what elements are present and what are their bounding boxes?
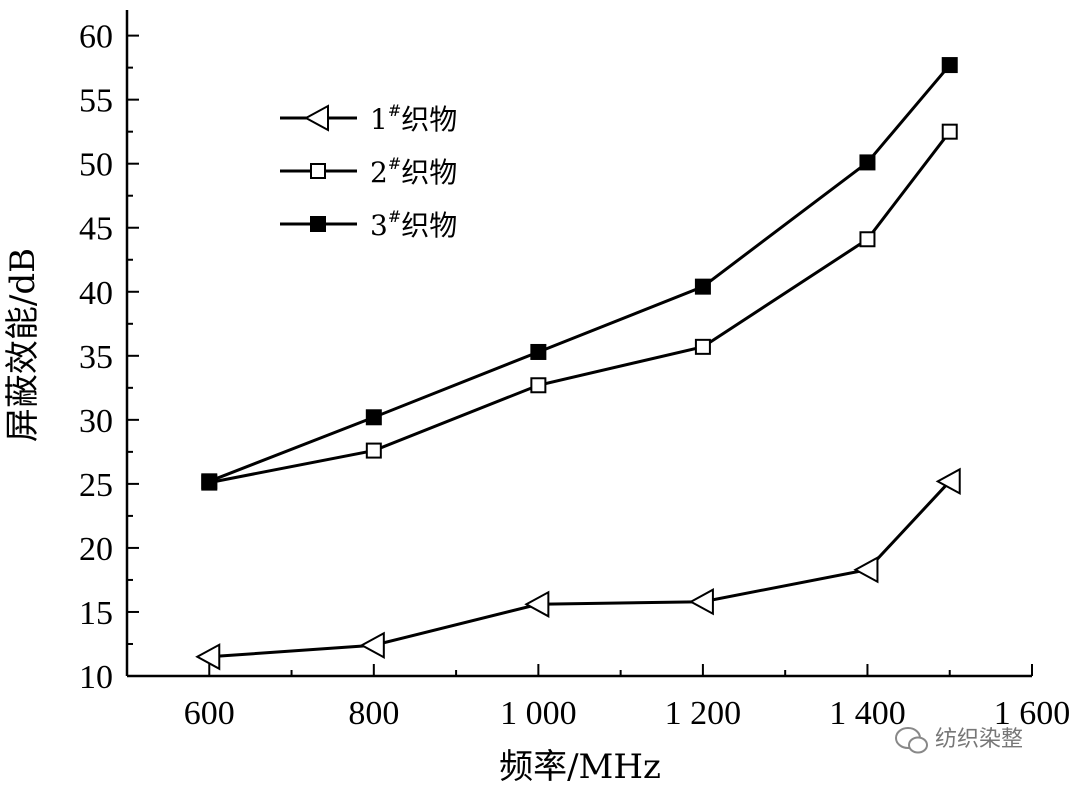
marker-square-filled	[941, 57, 958, 74]
series-3	[201, 57, 958, 490]
legend-item-1: 1#织物	[280, 101, 457, 136]
y-tick-label: 20	[79, 531, 113, 568]
y-tick-label: 15	[79, 595, 113, 632]
y-tick-label: 25	[79, 467, 113, 504]
axes: 600 800 1 000 1 200 1 400 1 600 10 15 20 25 30 35 40…	[79, 10, 1070, 732]
watermark: 纺织染整	[895, 727, 1023, 754]
series-line	[208, 130, 951, 485]
y-tick-label: 35	[79, 339, 113, 376]
marker-triangle	[688, 588, 714, 616]
y-axis-label: 屏蔽效能/dB	[3, 248, 43, 442]
marker-triangle	[524, 590, 550, 618]
x-tick-label: 800	[348, 695, 399, 732]
series-group	[195, 57, 961, 671]
y-tick-label: 60	[79, 19, 113, 56]
marker-square-filled	[530, 343, 547, 360]
y-tick-label: 50	[79, 147, 113, 184]
legend: 1#织物 2#织物 3#织物	[280, 101, 457, 242]
y-tick-label: 30	[79, 403, 113, 440]
y-tick-label: 40	[79, 275, 113, 312]
y-tick-label: 55	[79, 83, 113, 120]
series-line	[208, 64, 951, 483]
marker-square-open	[859, 231, 876, 248]
x-tick-label: 1 600	[994, 695, 1071, 732]
marker-square-filled	[201, 473, 218, 490]
x-axis-label: 频率/MHz	[499, 747, 661, 785]
marker-square-open	[530, 377, 547, 394]
marker-square-open	[694, 338, 711, 355]
marker-square-filled	[310, 216, 326, 232]
marker-square-filled	[859, 154, 876, 171]
marker-triangle	[853, 556, 879, 584]
y-tick-label: 45	[79, 211, 113, 248]
marker-square-open	[365, 442, 382, 459]
marker-triangle	[303, 104, 329, 132]
marker-square-filled	[365, 409, 382, 426]
x-tick-label: 600	[184, 695, 235, 732]
legend-label: 3#织物	[370, 207, 457, 242]
x-tick-label: 1 000	[500, 695, 577, 732]
legend-item-3: 3#织物	[280, 207, 457, 242]
y-tick-label: 10	[79, 659, 113, 696]
marker-triangle	[195, 643, 221, 671]
legend-label: 2#织物	[370, 154, 457, 189]
x-tick-label: 1 400	[829, 695, 906, 732]
series-1	[195, 467, 961, 671]
marker-triangle	[935, 467, 961, 496]
legend-label: 1#织物	[370, 101, 457, 136]
marker-square-open	[941, 123, 958, 140]
watermark-text: 纺织染整	[935, 727, 1023, 752]
wechat-icon	[895, 727, 928, 754]
x-tick-label: 1 200	[665, 695, 742, 732]
series-line	[209, 480, 951, 659]
marker-square-filled	[694, 278, 711, 295]
legend-item-2: 2#织物	[280, 154, 457, 189]
marker-square-open	[310, 163, 326, 179]
marker-triangle	[359, 631, 385, 659]
series-2	[201, 123, 958, 491]
